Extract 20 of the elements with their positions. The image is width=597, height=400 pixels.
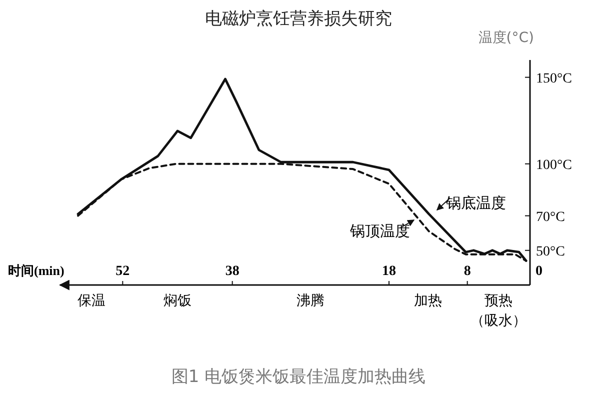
x-axis-title: 时间(min) xyxy=(8,263,64,278)
x-tick-label: 38 xyxy=(225,264,240,279)
legend-label: 锅底温度 xyxy=(445,194,506,212)
y-tick-label: 70°C xyxy=(536,210,565,225)
text: 预热（吸水） xyxy=(470,293,527,329)
x-tick-label: 8 xyxy=(464,264,471,279)
y-axis-title: 温度(°C) xyxy=(478,30,534,46)
series-label: 锅顶温度 xyxy=(349,222,410,240)
x-tick-label: 52 xyxy=(116,264,130,279)
y-tick-label: 150°C xyxy=(536,71,572,86)
text: 焖饭 xyxy=(164,293,192,309)
y-tick-label: 50°C xyxy=(536,244,565,260)
x-tick-label: 18 xyxy=(382,264,396,279)
y-tick-label: 100°C xyxy=(536,158,572,173)
text: 加热 xyxy=(414,293,442,309)
x-tick-label: 0 xyxy=(536,264,542,279)
chart-title: 电磁炉烹饪营养损失研究 xyxy=(205,9,392,29)
text: 沸腾 xyxy=(296,293,325,309)
text: 保温 xyxy=(77,293,106,309)
caption: 图1 电饭煲米饭最佳温度加热曲线 xyxy=(171,367,426,387)
